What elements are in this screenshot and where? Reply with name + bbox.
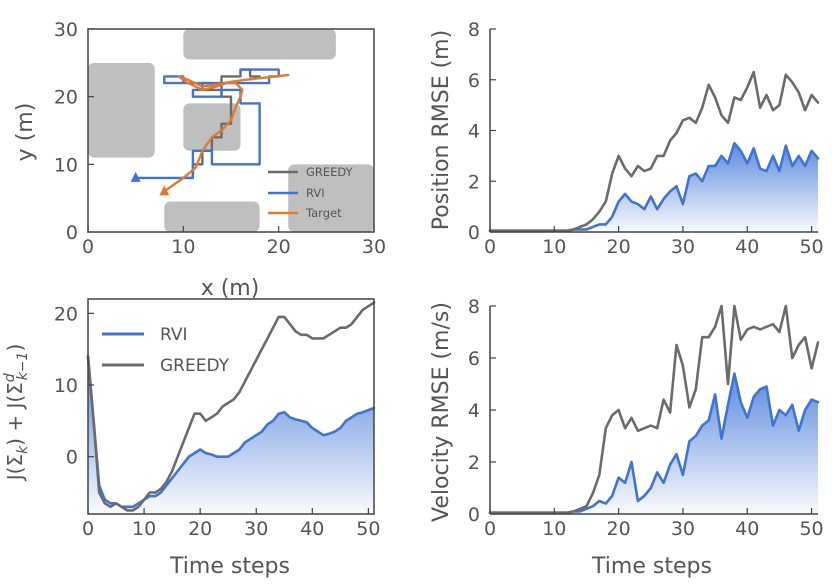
y-tick-label: 10: [54, 154, 78, 176]
y-tick-label: 6: [468, 348, 480, 370]
x-tick-label: 20: [267, 236, 291, 258]
x-tick-label: 30: [671, 518, 695, 540]
y-tick-label: 0: [66, 447, 78, 469]
x-tick-label: 10: [542, 236, 566, 258]
x-tick-label: 30: [244, 518, 268, 540]
plot-frame: [87, 298, 375, 515]
x-tick-label: 0: [484, 518, 496, 540]
series-line-greedy: [86, 301, 376, 512]
legend-label-rvi: RVI: [306, 186, 325, 200]
trajectory-plot: 0 10 20 30 0 10 20 30 GREEDY RVI Target x (m) y…: [13, 19, 386, 301]
y-tick-label: 6: [468, 70, 480, 92]
series-line-target: [163, 73, 290, 193]
y-tick-label: 4: [468, 400, 480, 422]
y-axis-label: y (m): [13, 103, 38, 162]
cost-plot: 0 10 20 30 40 50 0 10 20 RVI GREEDY Time steps J…: [2, 298, 380, 579]
x-tick-label: 40: [735, 236, 759, 258]
x-tick-label: 20: [607, 236, 631, 258]
velocity-rmse-plot: 0 10 20 30 40 50 0 2 4 6 8 Time steps Velocity RMS…: [429, 296, 824, 579]
y-axis-label: J(Σk) + J(Σdk−1): [2, 344, 31, 483]
rvi-start-marker: [130, 171, 141, 182]
y-tick-label: 0: [66, 222, 78, 244]
y-tick-label: 2: [468, 171, 480, 193]
x-tick-label: 10: [132, 518, 156, 540]
y-axis-label: Velocity RMSE (m/s): [429, 302, 454, 522]
x-tick-label: 50: [799, 236, 823, 258]
x-tick-label: 50: [799, 518, 823, 540]
x-tick-label: 10: [171, 236, 195, 258]
legend-label-rvi: RVI: [160, 325, 188, 345]
position-rmse-plot: 0 10 20 30 40 50 0 2 4 6 8 Position RMSE (m): [429, 19, 824, 258]
y-tick-label: 8: [468, 296, 480, 318]
obstacle: [183, 103, 241, 151]
x-axis-label: Time steps: [169, 554, 290, 579]
x-tick-label: 10: [542, 518, 566, 540]
plot-frame: [87, 28, 375, 233]
x-tick-label: 40: [735, 518, 759, 540]
trajectory-legend: GREEDY RVI Target: [268, 165, 354, 220]
legend-label-target: Target: [305, 206, 342, 220]
series-line-rvi: [86, 355, 376, 509]
x-tick-label: 50: [356, 518, 380, 540]
y-tick-label: 20: [54, 303, 78, 325]
x-tick-label: 0: [82, 236, 94, 258]
series-area-rvi: [490, 373, 818, 514]
x-axis-label: x (m): [201, 276, 260, 301]
y-tick-label: 2: [468, 452, 480, 474]
target-start-marker: [159, 185, 170, 196]
legend-label-greedy: GREEDY: [160, 356, 230, 376]
x-tick-label: 30: [362, 236, 386, 258]
x-tick-label: 0: [82, 518, 94, 540]
obstacle: [288, 164, 374, 232]
series-line-greedy: [488, 70, 820, 232]
legend-label-greedy: GREEDY: [306, 165, 354, 179]
obstacle: [164, 201, 260, 232]
x-tick-label: 20: [607, 518, 631, 540]
y-tick-label: 0: [468, 222, 480, 244]
series-line-rvi: [134, 68, 280, 180]
y-axis-label: Position RMSE (m): [429, 30, 454, 230]
x-tick-label: 40: [300, 518, 324, 540]
y-tick-label: 10: [54, 375, 78, 397]
y-tick-label: 20: [54, 87, 78, 109]
obstacle: [88, 62, 155, 158]
y-tick-label: 0: [468, 504, 480, 526]
cost-legend: RVI GREEDY: [102, 325, 230, 376]
series-line-greedy: [488, 304, 820, 514]
x-axis-label: Time steps: [591, 554, 712, 579]
obstacle: [183, 29, 336, 60]
series-area-rvi: [490, 143, 818, 232]
x-tick-label: 20: [188, 518, 212, 540]
y-tick-label: 30: [54, 19, 78, 41]
y-tick-label: 4: [468, 121, 480, 143]
series-area-rvi: [88, 356, 374, 514]
x-tick-label: 0: [484, 236, 496, 258]
x-tick-label: 30: [671, 236, 695, 258]
y-tick-label: 8: [468, 19, 480, 41]
